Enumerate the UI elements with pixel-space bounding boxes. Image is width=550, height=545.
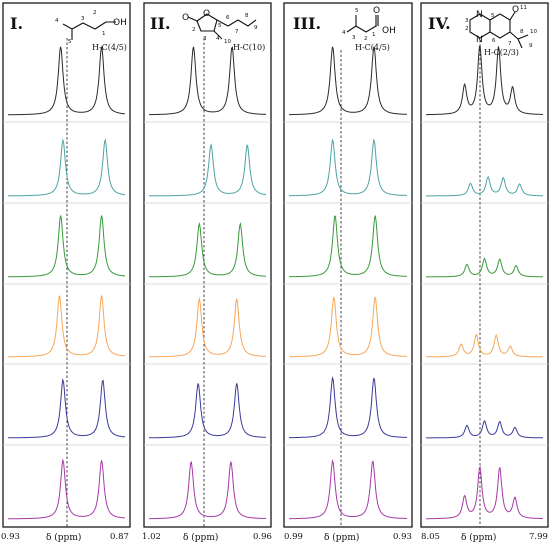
panel-3-atom-o: O: [373, 6, 380, 16]
panel-4-atom-o: O: [512, 5, 519, 15]
panel-1-spectrum-row-6: [8, 458, 126, 520]
panel-1-numeral: I.: [10, 14, 23, 33]
panel-1-structure: OH 1 2 3 4 5: [55, 10, 127, 45]
panel-3-proton-label: H-C(4/5): [355, 43, 390, 52]
panel-1-spectrum-row-2: [8, 138, 126, 197]
panel-4-num-11: 11: [520, 5, 527, 11]
panel-2-spectrum-row-2: [149, 143, 267, 197]
panel-4-spectrum-row-6: [426, 465, 543, 520]
panel-2-frame: [143, 2, 272, 528]
panel-2-num-5: 5: [218, 23, 222, 29]
panel-2-num-10: 10: [224, 39, 231, 45]
panel-3-axis-right: 0.93: [393, 532, 412, 542]
panel-2-axis-right: 0.96: [253, 532, 272, 542]
panel-1-spectra: [7, 46, 126, 520]
panel-2-axis-left: 1.02: [142, 532, 161, 542]
panel-1-num-1: 1: [102, 31, 106, 37]
panel-3-spectrum-row-1: [289, 46, 408, 116]
panel-4-num-10: 10: [530, 29, 537, 35]
panel-4-spectrum-row-2: [426, 176, 543, 197]
panel-3-num-3: 3: [352, 35, 356, 41]
panel-4-structure: N N O 2 3 5 6 7 8 9 10 11: [465, 5, 537, 49]
panel-3-num-4: 4: [342, 30, 346, 36]
panel-2-num-7: 7: [235, 29, 239, 35]
panel-3-spectrum-row-2: [289, 138, 408, 197]
panel-2-spectra: [148, 46, 267, 520]
panel-3-num-1: 1: [372, 32, 376, 38]
panel-3-frame: [283, 2, 413, 528]
panel-2-proton-label: H-C(10): [233, 43, 265, 52]
panel-2-spectrum-row-5: [149, 383, 267, 439]
panel-2-num-6: 6: [226, 15, 230, 21]
panel-2-num-9: 9: [254, 25, 258, 31]
panel-3-atom-oh: OH: [382, 26, 396, 36]
panel-3-num-2: 2: [364, 36, 368, 42]
panel-1-spectrum-row-3: [7, 215, 125, 278]
panel-3-spectrum-row-5: [288, 376, 407, 439]
panel-3-spectra: [288, 46, 408, 520]
panel-4-num-3: 3: [465, 18, 469, 24]
panel-1-spectrum-row-5: [8, 378, 126, 439]
panel-4-spectrum-row-5: [426, 419, 543, 439]
panel-3-numeral: III.: [293, 14, 321, 33]
panel-3-spectrum-row-4: [289, 296, 407, 358]
panel-3-axis-left: 0.99: [284, 532, 303, 542]
panel-3-num-5: 5: [355, 8, 359, 14]
panel-4-num-9: 9: [529, 43, 533, 49]
panel-1-num-3: 3: [81, 16, 85, 22]
panel-4-num-5: 5: [491, 13, 495, 19]
panel-1-axis-label: δ (ppm): [46, 532, 81, 543]
panel-1-axis-left: 0.93: [1, 532, 20, 542]
panel-1-num-4: 4: [55, 18, 59, 24]
panel-2-num-8: 8: [245, 13, 249, 19]
panel-2-spectrum-row-4: [149, 297, 266, 358]
panel-4-frame: [420, 2, 549, 528]
panel-1-axis-right: 0.87: [110, 532, 129, 542]
panel-4-axis-right: 7.99: [529, 532, 548, 542]
panel-2-axis-label: δ (ppm): [183, 532, 218, 543]
panel-4-atom-n4: N: [476, 35, 483, 45]
panel-4-axis-label: δ (ppm): [461, 532, 496, 543]
panel-4-spectrum-row-3: [426, 257, 543, 278]
panel-1-num-2: 2: [93, 10, 97, 16]
panel-2-atom-o-carbonyl: O: [182, 13, 189, 23]
panel-2-num-4: 4: [216, 36, 220, 42]
panel-1-num-5: 5: [68, 39, 72, 45]
panel-4-spectrum-row-1: [426, 44, 544, 116]
panel-3-structure: O OH 1 2 3 4 5: [342, 6, 396, 42]
panel-4-spectra: [426, 44, 544, 520]
panel-3-spectrum-row-3: [289, 215, 407, 278]
row-separators: [3, 121, 548, 446]
panel-4-num-7: 7: [508, 41, 512, 47]
panel-2-structure: O O 2 3 4 5 6 7 8 9 10: [182, 9, 258, 45]
panel-4-num-2: 2: [465, 26, 469, 32]
panel-1-atom-oh: OH: [113, 18, 127, 28]
panel-4-atom-n1: N: [476, 10, 483, 20]
panel-2-spectrum-row-6: [148, 461, 266, 520]
panel-4-proton-label: H-C(2/3): [484, 48, 519, 57]
panel-4-axis-left: 8.05: [421, 532, 440, 542]
panel-4-num-8: 8: [520, 29, 524, 35]
panel-2-num-3: 3: [203, 36, 207, 42]
panel-3-spectrum-row-6: [289, 459, 407, 520]
panel-2-spectrum-row-3: [149, 221, 266, 278]
panel-1-spectrum-row-1: [8, 46, 126, 116]
panel-2-numeral: II.: [150, 14, 171, 33]
panel-2-atom-o-ring: O: [203, 9, 210, 19]
panel-2-spectrum-row-1: [149, 46, 266, 116]
panel-4-spectrum-row-4: [426, 333, 543, 358]
panel-4-num-6: 6: [492, 38, 496, 44]
panel-4-numeral: IV.: [428, 14, 451, 33]
panel-2-num-2: 2: [192, 27, 196, 33]
panel-3-axis-label: δ (ppm): [324, 532, 359, 543]
panel-1-proton-label: H-C(4/5): [92, 43, 127, 52]
panel-1-spectrum-row-4: [8, 295, 125, 358]
